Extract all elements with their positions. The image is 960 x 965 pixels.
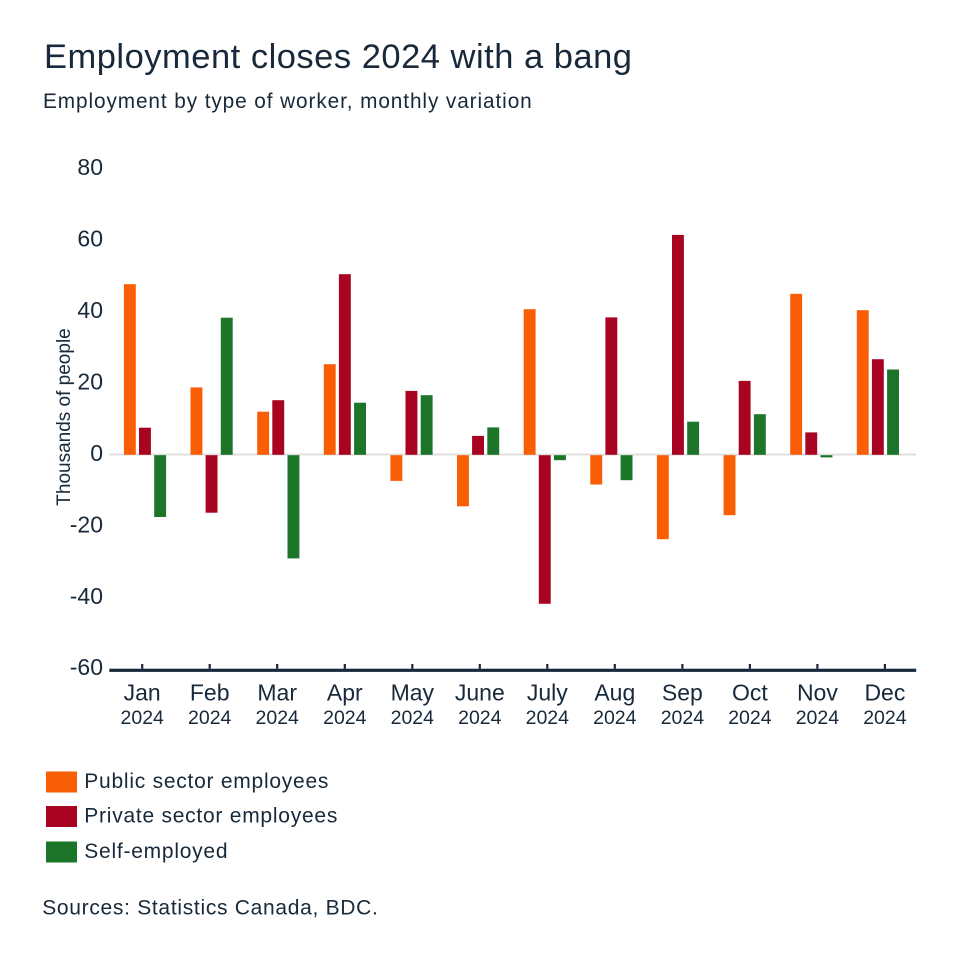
svg-text:Sep: Sep <box>662 680 703 706</box>
svg-text:2024: 2024 <box>188 707 232 729</box>
svg-text:2024: 2024 <box>863 707 907 729</box>
svg-text:Nov: Nov <box>797 680 838 706</box>
svg-text:2024: 2024 <box>458 707 502 729</box>
svg-text:Dec: Dec <box>864 680 905 706</box>
svg-text:2024: 2024 <box>121 707 165 729</box>
svg-text:Thousands of people: Thousands of people <box>54 328 75 505</box>
svg-text:60: 60 <box>77 226 103 252</box>
svg-text:2024: 2024 <box>796 707 840 729</box>
svg-text:0: 0 <box>90 440 103 466</box>
svg-text:Jan: Jan <box>124 680 161 706</box>
svg-text:Private sector employees: Private sector employees <box>84 805 338 828</box>
svg-text:2024: 2024 <box>256 707 300 729</box>
svg-text:Employment closes 2024 with a: Employment closes 2024 with a bang <box>44 38 633 76</box>
svg-text:Public sector employees: Public sector employees <box>84 770 329 793</box>
svg-text:Sources: Statistics Canada, BD: Sources: Statistics Canada, BDC. <box>42 897 378 920</box>
svg-text:Employment by type of worker,: Employment by type of worker, monthly va… <box>43 90 533 113</box>
svg-text:-40: -40 <box>70 583 103 609</box>
svg-text:2024: 2024 <box>661 707 705 729</box>
svg-text:Self-employed: Self-employed <box>84 840 228 863</box>
svg-text:May: May <box>391 680 435 706</box>
svg-text:2024: 2024 <box>593 707 637 729</box>
svg-text:-60: -60 <box>70 654 103 680</box>
svg-text:40: 40 <box>77 297 103 323</box>
svg-text:20: 20 <box>77 369 103 395</box>
svg-text:July: July <box>527 680 568 706</box>
svg-text:Mar: Mar <box>257 680 297 706</box>
svg-text:June: June <box>455 680 505 706</box>
svg-text:Aug: Aug <box>594 680 635 706</box>
svg-text:Apr: Apr <box>327 680 363 706</box>
svg-text:Oct: Oct <box>732 680 768 706</box>
svg-text:Feb: Feb <box>190 680 230 706</box>
svg-text:2024: 2024 <box>526 707 570 729</box>
svg-text:80: 80 <box>77 154 103 180</box>
svg-text:-20: -20 <box>70 511 103 537</box>
svg-text:2024: 2024 <box>728 707 772 729</box>
svg-text:2024: 2024 <box>323 707 367 729</box>
svg-text:2024: 2024 <box>391 707 435 729</box>
